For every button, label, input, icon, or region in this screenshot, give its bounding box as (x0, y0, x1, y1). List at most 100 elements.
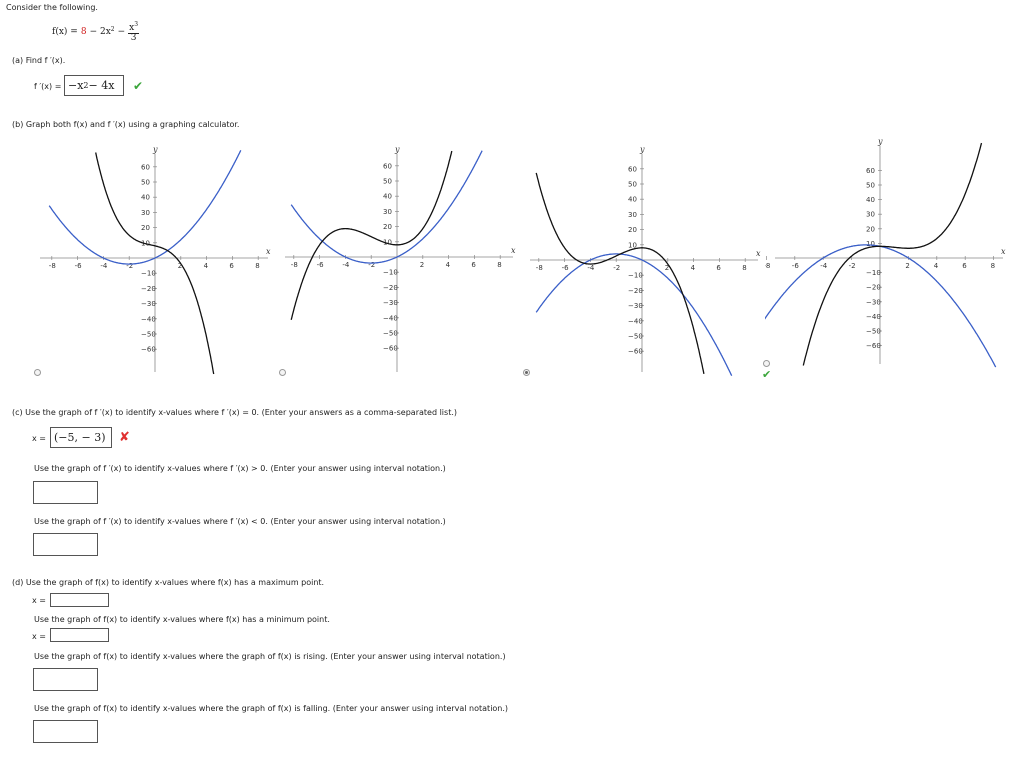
fraction: x3 3 (128, 21, 140, 43)
x-tick-label: -2 (613, 264, 620, 272)
graph-option-1[interactable]: -8 -6 -4 -2 2 4 6 8605040302010−10−20−30−40−50−… (30, 140, 276, 380)
graph-radio-2[interactable] (279, 369, 286, 376)
y-tick-label: 50 (383, 178, 392, 186)
x-tick-label: -2 (368, 261, 375, 269)
y-tick-label: −20 (141, 285, 156, 293)
part-b-label: (b) Graph both f(x) and f ′(x) using a g… (12, 120, 240, 129)
y-tick-label: 30 (141, 209, 150, 217)
y-tick-label: 60 (866, 167, 875, 175)
y-tick-label: −50 (141, 331, 156, 339)
x-tick-label: 6 (229, 262, 234, 270)
y-tick-label: 40 (141, 194, 150, 202)
correct-check-icon: ✔ (133, 79, 144, 93)
fprime-positive-interval-field[interactable] (33, 481, 98, 504)
y-tick-label: 10 (628, 241, 637, 249)
y-tick-label: −20 (383, 284, 398, 292)
fprime-curve (48, 150, 242, 265)
y-tick-label: 10 (866, 240, 875, 248)
y-tick-label: −60 (628, 348, 643, 356)
graph-radio-1[interactable] (34, 369, 41, 376)
graph-correct-check-icon: ✔ (762, 368, 772, 381)
y-axis-label: y (394, 145, 400, 154)
x-tick-label: 2 (420, 261, 424, 269)
rising-interval-field[interactable] (33, 668, 98, 691)
y-tick-label: 40 (628, 196, 637, 204)
x-tick-label: -6 (317, 261, 325, 269)
x-tick-label: 8 (497, 261, 501, 269)
x-tick-label: -8 (765, 262, 770, 270)
part-d-q4: Use the graph of f(x) to identify x-valu… (34, 704, 509, 713)
y-tick-label: 30 (866, 211, 875, 219)
y-tick-label: 60 (383, 162, 392, 170)
x-tick-label: 6 (716, 264, 721, 272)
y-tick-label: −30 (383, 299, 398, 307)
fprime-negative-interval-field[interactable] (33, 533, 98, 556)
y-tick-label: 60 (628, 165, 637, 173)
x-tick-label: 8 (255, 262, 259, 270)
x-tick-label: -6 (75, 262, 83, 270)
part-d-x-prefix-2: x = (32, 632, 46, 641)
function-lhs: f(x) = (52, 26, 78, 37)
f-curve (535, 172, 705, 375)
f-curve (290, 150, 453, 320)
falling-interval-field[interactable] (33, 720, 98, 743)
y-tick-label: −40 (628, 317, 643, 325)
part-c-x-prefix: x = (32, 434, 46, 443)
function-definition: f(x) = 8 − 2x 2 − x3 3 (52, 21, 140, 43)
y-tick-label: 30 (383, 208, 392, 216)
graph-option-2[interactable]: -8 -6 -4 -2 2 4 6 8 60 50 40 30 20 10 −10 −20 −30 −40 −50 −… (275, 140, 521, 380)
y-axis-label: y (877, 137, 883, 146)
y-tick-label: 20 (383, 223, 392, 231)
y-tick-label: 20 (628, 226, 637, 234)
y-tick-label: −10 (628, 272, 643, 280)
x-tick-label: 6 (471, 261, 476, 269)
x-axis-label: x (1001, 247, 1006, 256)
x-tick-label: -4 (820, 262, 828, 270)
y-tick-label: −40 (141, 315, 156, 323)
maximum-x-field[interactable] (50, 593, 109, 607)
part-d-x-prefix-1: x = (32, 596, 46, 605)
y-tick-label: −20 (628, 287, 643, 295)
x-tick-label: 2 (905, 262, 909, 270)
y-tick-label: 20 (866, 225, 875, 233)
y-tick-label: −30 (866, 298, 881, 306)
x-tick-label: -8 (536, 264, 543, 272)
part-a-label: (a) Find f ′(x). (12, 56, 66, 65)
x-axis-label: x (511, 246, 516, 255)
y-tick-label: −30 (628, 302, 643, 310)
x-tick-label: 8 (742, 264, 746, 272)
y-axis-label: y (639, 145, 645, 154)
part-d-q2: Use the graph of f(x) to identify x-valu… (34, 615, 330, 624)
fprime-curve (535, 253, 733, 376)
x-tick-label: 8 (991, 262, 995, 270)
x-tick-label: -2 (849, 262, 856, 270)
x-tick-label: -4 (100, 262, 108, 270)
x-tick-label: -4 (587, 264, 595, 272)
y-tick-label: −50 (866, 328, 881, 336)
y-tick-label: 50 (141, 179, 150, 187)
y-tick-label: −10 (141, 270, 156, 278)
x-tick-label: -2 (126, 262, 133, 270)
function-term: − 2x (89, 26, 111, 37)
y-tick-label: −40 (866, 313, 881, 321)
function-constant: 8 (80, 26, 87, 37)
x-tick-label: 2 (665, 264, 669, 272)
y-tick-label: −30 (141, 300, 156, 308)
graph-option-4[interactable]: -8 -6 -4 -2 2 4 6 8 60 50 40 30 20 10 −10 −20 −30 −40 −50 −… (765, 132, 1020, 372)
x-tick-label: 4 (204, 262, 209, 270)
graph-option-3[interactable]: -8 -6 -4 -2 2 4 6 8 60 50 40 30 20 10 −10 −20 −30 −40 −50 −… (520, 140, 766, 380)
fprime-curve (290, 150, 483, 264)
y-tick-label: 50 (866, 182, 875, 190)
y-tick-label: 40 (383, 193, 392, 201)
minimum-x-field[interactable] (50, 628, 109, 642)
part-d-label: (d) Use the graph of f(x) to identify x-… (12, 578, 325, 587)
f-curve (95, 152, 215, 375)
y-tick-label: −10 (866, 269, 881, 277)
fprime-zero-answer-field[interactable]: (−5, − 3) (50, 427, 112, 448)
graph-radio-3[interactable] (523, 369, 530, 376)
y-tick-label: 20 (141, 224, 150, 232)
derivative-answer-field[interactable]: −x 2 − 4x (64, 75, 124, 96)
x-tick-label: -8 (291, 261, 298, 269)
y-tick-label: 60 (141, 163, 150, 171)
graph-radio-4[interactable] (763, 360, 770, 367)
